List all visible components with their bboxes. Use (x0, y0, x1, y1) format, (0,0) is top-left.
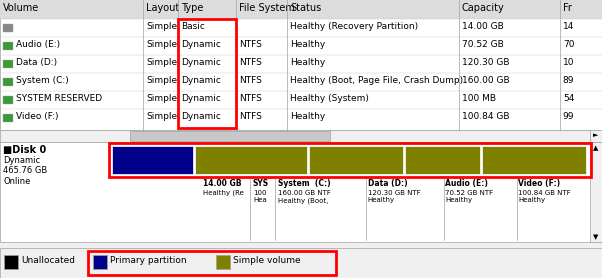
Text: Simple volume: Simple volume (233, 256, 300, 265)
Text: NTFS: NTFS (239, 76, 262, 85)
Text: NTFS: NTFS (239, 58, 262, 67)
Text: System  (C:): System (C:) (278, 179, 330, 188)
Text: Audio (E:): Audio (E:) (445, 179, 488, 188)
Bar (109, 143, 591, 177)
Text: 160.00 GB: 160.00 GB (462, 76, 509, 85)
Bar (0, 130, 590, 142)
Text: Dynamic: Dynamic (181, 76, 221, 85)
Text: Unallocated: Unallocated (21, 256, 75, 265)
Text: Layout: Layout (146, 3, 179, 13)
Text: File System: File System (239, 3, 295, 13)
Bar (3, 114, 13, 122)
Text: Data (D:): Data (D:) (368, 179, 407, 188)
Text: Simple: Simple (146, 58, 178, 67)
Bar (3, 42, 13, 50)
Bar (405, 146, 480, 174)
Text: Capacity: Capacity (462, 3, 504, 13)
Text: NTFS: NTFS (239, 94, 262, 103)
Text: Dynamic
465.76 GB
Online: Dynamic 465.76 GB Online (3, 156, 47, 186)
Bar (195, 146, 306, 174)
Bar (93, 255, 107, 269)
Text: Fr: Fr (563, 3, 572, 13)
Text: ▲: ▲ (594, 145, 598, 151)
Text: Type: Type (181, 3, 203, 13)
Bar (590, 142, 602, 242)
Text: 100.84 GB NTF
Healthy: 100.84 GB NTF Healthy (518, 190, 571, 203)
Bar (178, 19, 236, 128)
Text: 70.52 GB NTF
Healthy: 70.52 GB NTF Healthy (445, 190, 493, 203)
Text: NTFS: NTFS (239, 40, 262, 49)
Text: SYS: SYS (253, 179, 269, 188)
Bar (3, 96, 13, 104)
Text: Healthy: Healthy (290, 40, 326, 49)
Text: Simple: Simple (146, 76, 178, 85)
Bar (112, 146, 193, 174)
Bar (0, 0, 602, 130)
Bar (216, 255, 230, 269)
Text: 14.00 GB: 14.00 GB (462, 22, 503, 31)
Bar (3, 24, 13, 32)
Text: 120.30 GB NTF
Healthy: 120.30 GB NTF Healthy (368, 190, 420, 203)
Text: 54: 54 (563, 94, 574, 103)
Text: Healthy (Recovery Partition): Healthy (Recovery Partition) (290, 22, 418, 31)
Text: Primary partition: Primary partition (110, 256, 187, 265)
Text: 99: 99 (563, 112, 574, 121)
Bar (590, 130, 602, 142)
Text: 14.00 GB: 14.00 GB (203, 179, 242, 188)
Text: Video (F:): Video (F:) (518, 179, 560, 188)
Text: 89: 89 (563, 76, 574, 85)
Bar (88, 251, 336, 275)
Text: Basic: Basic (181, 22, 205, 31)
Text: ►: ► (594, 132, 598, 138)
Text: Data (D:): Data (D:) (16, 58, 57, 67)
Text: Healthy: Healthy (290, 112, 326, 121)
Text: Healthy (System): Healthy (System) (290, 94, 369, 103)
Text: ▼: ▼ (594, 234, 598, 240)
Text: 14: 14 (563, 22, 574, 31)
Text: 100 MB: 100 MB (462, 94, 495, 103)
Text: Video (F:): Video (F:) (16, 112, 58, 121)
Text: Healthy: Healthy (290, 58, 326, 67)
Text: NTFS: NTFS (239, 112, 262, 121)
Text: Volume: Volume (3, 3, 39, 13)
Text: 70.52 GB: 70.52 GB (462, 40, 503, 49)
Bar (130, 131, 330, 141)
Bar (0, 0, 602, 19)
Text: ■Disk 0: ■Disk 0 (3, 145, 46, 155)
Text: Dynamic: Dynamic (181, 112, 221, 121)
Text: Simple: Simple (146, 40, 178, 49)
Bar (0, 248, 602, 278)
Text: Simple: Simple (146, 112, 178, 121)
Text: Audio (E:): Audio (E:) (16, 40, 60, 49)
Text: 160.00 GB NTF
Healthy (Boot,: 160.00 GB NTF Healthy (Boot, (278, 190, 330, 203)
Text: Simple: Simple (146, 22, 178, 31)
Text: 100
Hea: 100 Hea (253, 190, 267, 203)
Text: Dynamic: Dynamic (181, 40, 221, 49)
Bar (482, 146, 586, 174)
Text: Healthy (Boot, Page File, Crash Dump): Healthy (Boot, Page File, Crash Dump) (290, 76, 464, 85)
Text: Simple: Simple (146, 94, 178, 103)
Text: 10: 10 (563, 58, 574, 67)
Text: Dynamic: Dynamic (181, 58, 221, 67)
Text: System (C:): System (C:) (16, 76, 69, 85)
Bar (4, 255, 18, 269)
Text: SYSTEM RESERVED: SYSTEM RESERVED (16, 94, 102, 103)
Bar (3, 78, 13, 86)
Text: 120.30 GB: 120.30 GB (462, 58, 509, 67)
Bar (3, 60, 13, 68)
Bar (0, 142, 602, 242)
Text: Status: Status (290, 3, 321, 13)
Text: Dynamic: Dynamic (181, 94, 221, 103)
Text: Healthy (Re: Healthy (Re (203, 190, 244, 197)
Text: 70: 70 (563, 40, 574, 49)
Text: 100.84 GB: 100.84 GB (462, 112, 509, 121)
Bar (309, 146, 403, 174)
